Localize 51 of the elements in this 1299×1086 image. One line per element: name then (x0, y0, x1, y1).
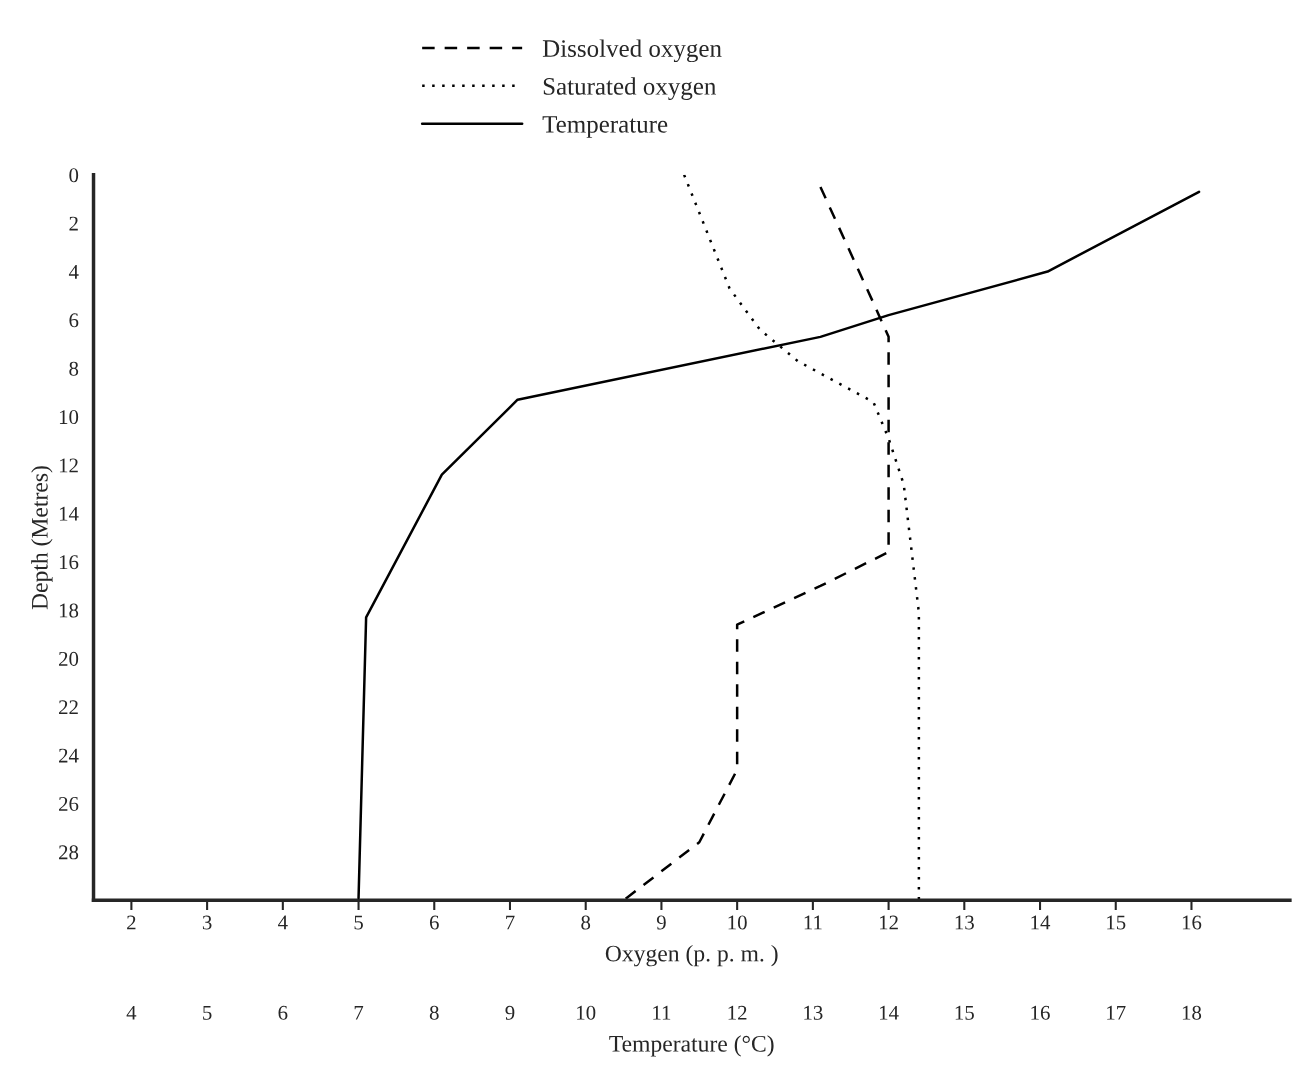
legend-label: Temperature (542, 116, 668, 138)
y-tick-label: 14 (59, 506, 79, 521)
x-tick-label: 3 (202, 915, 212, 930)
x-tick-label: 9 (656, 915, 666, 930)
x-tick-label: 10 (728, 915, 747, 930)
y-tick-label: 26 (59, 797, 79, 811)
y-tick-label: 16 (59, 555, 79, 570)
x-tick-label: 6 (429, 915, 439, 930)
x-tick-label: 11 (804, 915, 822, 930)
x2-tick-label: 18 (1182, 1005, 1202, 1020)
y-tick-label: 0 (69, 168, 79, 183)
x-tick-label: 16 (1182, 915, 1202, 930)
x-tick-label: 14 (1031, 915, 1051, 930)
x2-tick-label: 8 (429, 1005, 439, 1020)
y-tick-label: 22 (59, 700, 78, 715)
x2-tick-label: 7 (354, 1005, 364, 1020)
x2-tick-label: 14 (880, 1005, 899, 1020)
x-tick-label: 12 (880, 915, 898, 930)
x2-tick-label: 4 (126, 1005, 137, 1020)
y-tick-label: 20 (59, 651, 79, 666)
y-tick-label: 28 (59, 845, 79, 860)
x2-tick-label: 16 (1031, 1005, 1050, 1020)
x-tick-label: 4 (278, 915, 288, 930)
x2-tick-label: 15 (955, 1005, 974, 1020)
x-tick-label: 15 (1107, 915, 1126, 930)
y-tick-label: 12 (59, 458, 78, 473)
x-tick-label: 8 (581, 915, 591, 930)
x2-axis-title: Temperature (°C) (609, 1035, 774, 1057)
x-tick-label: 5 (354, 915, 363, 930)
y-tick-label: 6 (69, 313, 79, 328)
x2-tick-label: 6 (278, 1005, 288, 1020)
y-tick-label: 8 (69, 361, 79, 376)
x2-tick-label: 12 (728, 1005, 747, 1020)
legend-label: Saturated oxygen (543, 77, 717, 101)
x-tick-label: 2 (127, 915, 136, 930)
x2-tick-label: 11 (653, 1005, 671, 1020)
x2-tick-label: 17 (1107, 1005, 1126, 1020)
y-tick-label: 10 (59, 410, 79, 425)
y-tick-label: 2 (69, 216, 78, 231)
x2-tick-label: 10 (577, 1005, 596, 1020)
x-tick-label: 7 (506, 915, 515, 930)
x-axis-title: Oxygen (p. p. m. ) (605, 944, 778, 967)
y-axis-title: Depth (Metres) (31, 466, 53, 610)
legend-label: Dissolved oxygen (542, 39, 722, 63)
x-tick-label: 13 (955, 915, 974, 930)
x2-tick-label: 13 (804, 1005, 823, 1020)
x2-tick-label: 5 (203, 1005, 212, 1020)
y-tick-label: 4 (68, 265, 79, 279)
y-tick-label: 18 (59, 603, 79, 618)
x2-tick-label: 9 (505, 1005, 515, 1020)
y-tick-label: 24 (59, 748, 79, 763)
